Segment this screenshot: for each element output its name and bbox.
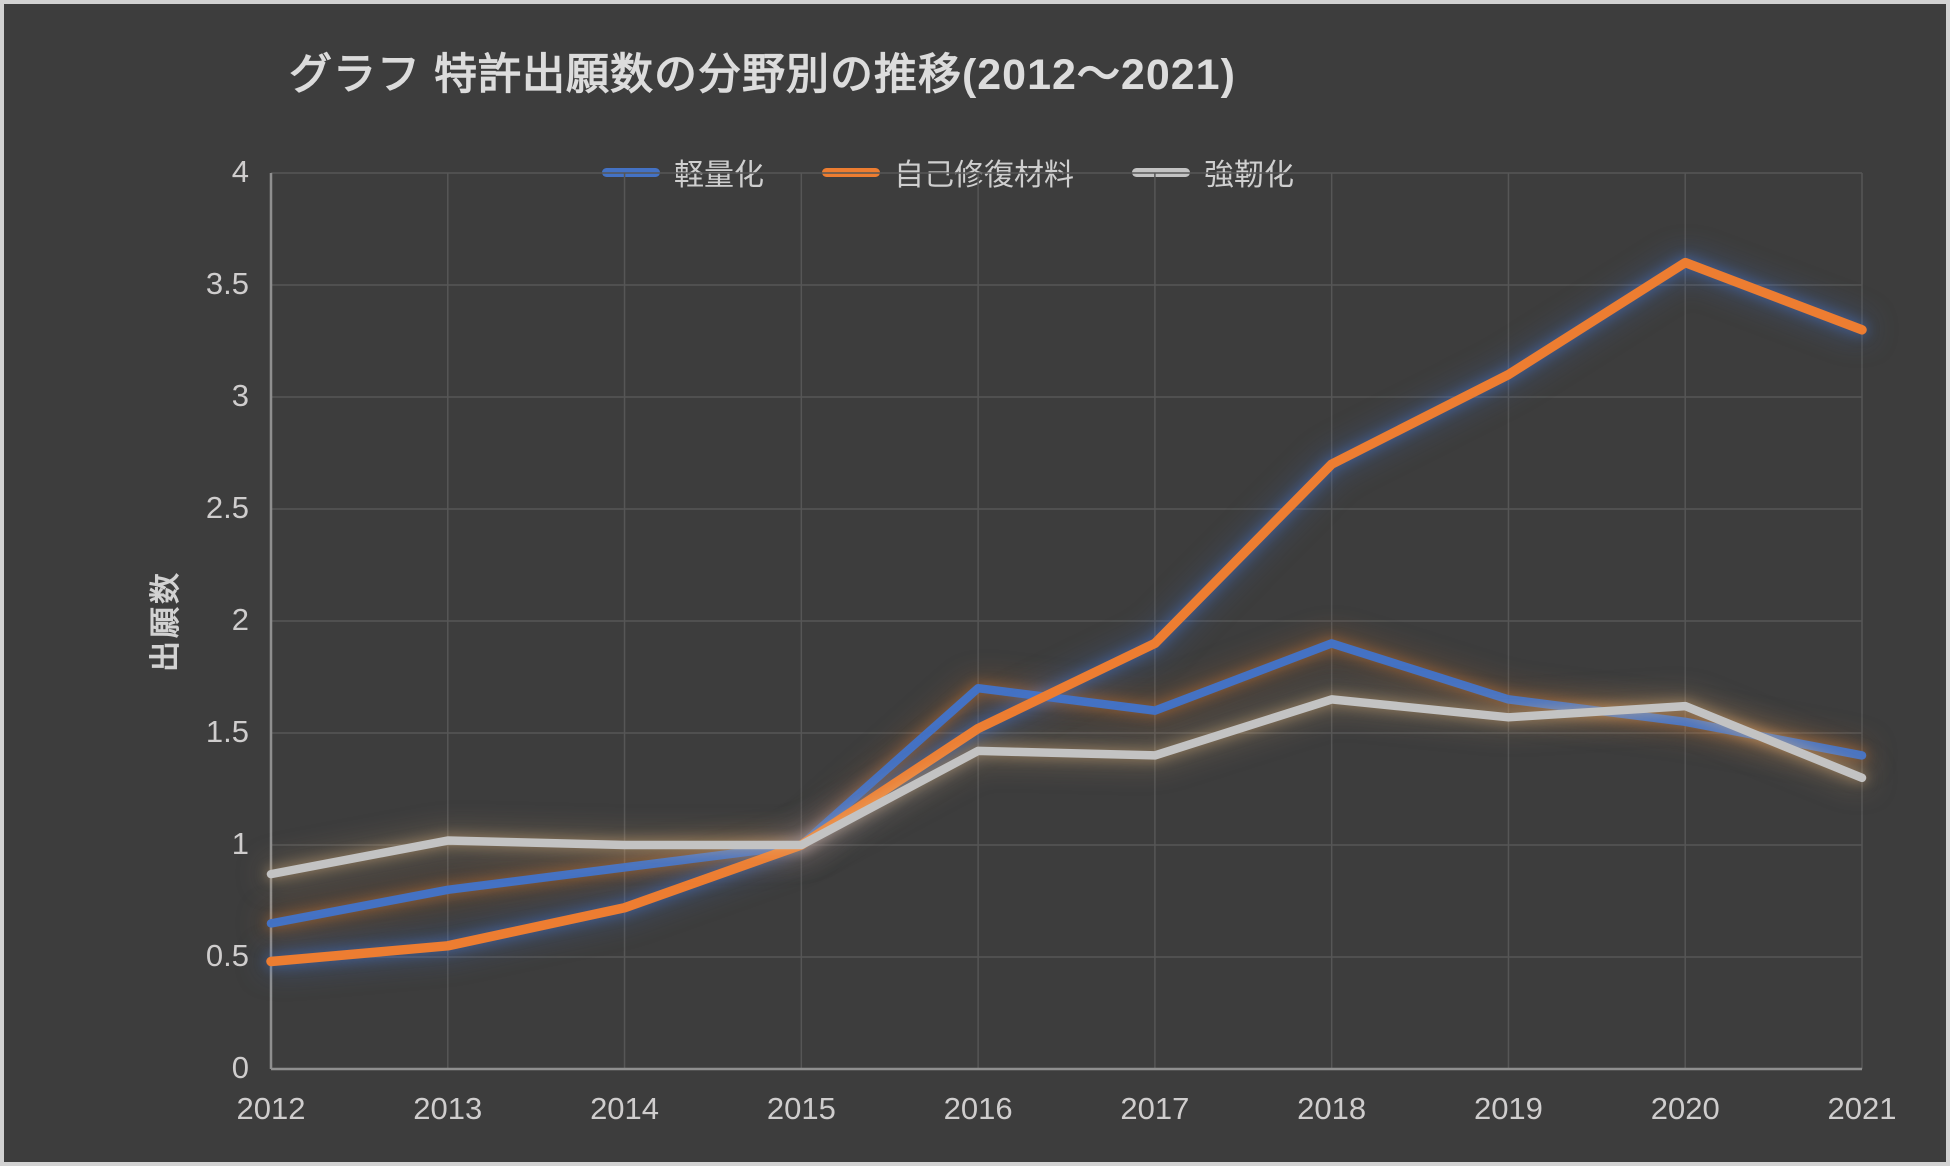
y-tick-label: 2 — [231, 602, 249, 637]
legend-swatch-icon — [1132, 167, 1190, 177]
y-tick-label: 0.5 — [205, 938, 249, 973]
x-tick-label: 2017 — [1120, 1091, 1190, 1126]
x-tick-label: 2014 — [590, 1091, 660, 1126]
x-tick-label: 2013 — [413, 1091, 483, 1126]
legend-label: 強靭化 — [1204, 159, 1294, 192]
legend-label: 軽量化 — [674, 159, 764, 192]
x-tick-label: 2016 — [943, 1091, 1013, 1126]
legend-label: 自己修復材料 — [894, 159, 1074, 192]
series-line-1 — [266, 257, 1867, 967]
legend-item-2: 強靭化 — [1132, 150, 1294, 194]
y-tick-label: 1 — [231, 826, 249, 861]
x-tick-label: 2012 — [236, 1091, 306, 1126]
x-tick-label: 2020 — [1650, 1091, 1720, 1126]
y-tick-label: 3 — [231, 378, 249, 413]
y-tick-label: 2.5 — [205, 490, 249, 525]
y-tick-label: 4 — [231, 154, 249, 189]
legend: 軽量化 自己修復材料 強靭化 — [602, 150, 1294, 194]
y-tick-label: 0 — [231, 1050, 249, 1085]
series-line-2 — [266, 695, 1867, 879]
x-tick-label: 2015 — [766, 1091, 836, 1126]
legend-swatch-icon — [602, 167, 660, 177]
chart-title: グラフ 特許出願数の分野別の推移(2012～2021) — [289, 51, 1236, 99]
y-tick-label: 1.5 — [205, 714, 249, 749]
x-tick-label: 2018 — [1297, 1091, 1367, 1126]
legend-item-1: 自己修復材料 — [822, 150, 1074, 194]
legend-swatch-icon — [822, 167, 880, 177]
legend-item-0: 軽量化 — [602, 150, 764, 194]
x-tick-label: 2019 — [1473, 1091, 1543, 1126]
y-tick-label: 3.5 — [205, 266, 249, 301]
x-tick-label: 2021 — [1827, 1091, 1897, 1126]
plot-area — [266, 172, 1867, 1071]
